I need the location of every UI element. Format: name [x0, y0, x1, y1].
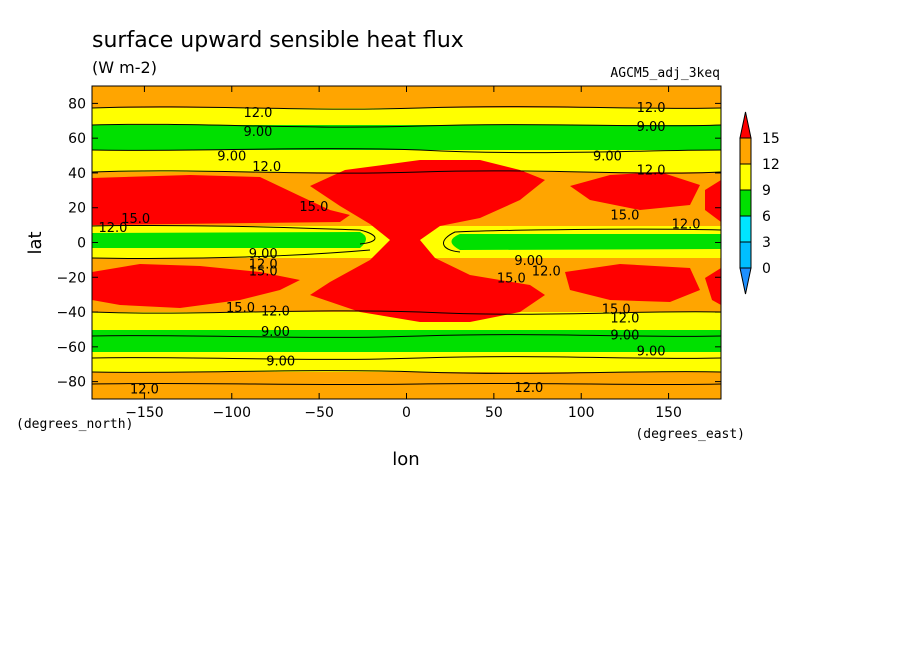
colorbar: 15 12 9 6 3 0 — [739, 111, 780, 295]
band-yellow-north-mid — [92, 150, 721, 172]
y-tick-label: 60 — [68, 131, 86, 147]
contour-label: 9.00 — [249, 247, 278, 262]
contour-line — [92, 356, 721, 360]
contour-line — [92, 123, 721, 128]
contour-label: 15.0 — [249, 264, 278, 279]
colorbar-label: 3 — [762, 235, 771, 251]
band-yellow-south-high — [92, 352, 721, 372]
red-central — [310, 160, 545, 322]
colorbar-swatch — [739, 163, 752, 191]
green-equator-west — [92, 232, 366, 248]
x-tick-label: −50 — [304, 405, 334, 421]
y-tick-label: −80 — [56, 375, 86, 391]
band-yellow-north-high — [92, 108, 721, 125]
colorbar-label: 12 — [762, 157, 780, 173]
colorbar-swatch — [739, 215, 752, 243]
y-tick-label: −20 — [56, 270, 86, 286]
x-axis-label: lon — [392, 449, 419, 470]
contour-label: 12.0 — [244, 106, 273, 121]
axes: −150 −100 −50 0 50 100 150 −80 −60 −40 −20 0 20 40 60 8… — [56, 86, 721, 421]
contour-label: 9.00 — [266, 355, 295, 370]
colorbar-label: 15 — [762, 131, 780, 147]
y-tick-label: 80 — [68, 96, 86, 112]
contour-line — [92, 334, 721, 338]
colorbar-label: 0 — [762, 261, 771, 277]
x-tick-label: 50 — [485, 405, 503, 421]
contour-label: 12.0 — [637, 163, 666, 178]
y-tick-label: −40 — [56, 305, 86, 321]
colorbar-swatch — [739, 137, 752, 165]
colorbar-label: 9 — [762, 183, 771, 199]
red-south-east — [565, 264, 700, 302]
contour-label: 9.00 — [261, 325, 290, 340]
contour-line — [92, 382, 721, 386]
x-axis-units: (degrees_east) — [635, 427, 745, 442]
contour-label: 15.0 — [121, 212, 150, 227]
contour-label: 12.0 — [249, 257, 278, 272]
x-tick-label: 0 — [402, 405, 411, 421]
red-south-west — [92, 264, 300, 308]
contour-line — [92, 224, 376, 245]
colorbar-extend-top — [739, 111, 752, 139]
x-tick-label: 150 — [655, 405, 682, 421]
contour-label: 12.0 — [610, 311, 639, 326]
x-tick-label: −150 — [125, 405, 163, 421]
contour-line — [443, 228, 721, 253]
red-north-west — [92, 175, 350, 225]
contour-line — [92, 249, 371, 260]
contour-label: 9.00 — [244, 125, 273, 140]
contour-label: 12.0 — [672, 217, 701, 232]
contour-lines — [92, 106, 721, 386]
contour-label: 12.0 — [532, 264, 561, 279]
contour-line — [92, 370, 721, 374]
colorbar-swatch — [739, 241, 752, 269]
red-north-edge — [705, 180, 721, 222]
contour-label: 15.0 — [497, 271, 526, 286]
green-equator-east — [451, 234, 721, 250]
y-tick-label: 40 — [68, 166, 86, 182]
colorbar-label: 6 — [762, 209, 771, 225]
contour-line — [92, 170, 721, 174]
contour-label: 15.0 — [602, 303, 631, 318]
y-tick-label: 0 — [77, 236, 86, 252]
contour-label: 9.00 — [514, 254, 543, 269]
contour-label: 15.0 — [226, 301, 255, 316]
contour-label: 12.0 — [261, 304, 290, 319]
y-tick-label: 20 — [68, 201, 86, 217]
contour-label: 12.0 — [252, 160, 281, 175]
contour-label: 12.0 — [98, 221, 127, 236]
red-north-east — [570, 172, 700, 210]
contour-label: 12.0 — [514, 381, 543, 396]
contour-line — [92, 106, 721, 110]
y-axis-label: lat — [25, 231, 46, 254]
x-tick-label: −100 — [213, 405, 251, 421]
colorbar-extend-bottom — [739, 267, 752, 295]
contour-label: 9.00 — [637, 120, 666, 135]
contour-label: 9.00 — [610, 329, 639, 344]
contour-line — [92, 310, 721, 315]
contour-label: 9.00 — [637, 344, 666, 359]
x-tick-label: 100 — [568, 405, 595, 421]
y-tick-label: −60 — [56, 340, 86, 356]
contour-label: 12.0 — [637, 101, 666, 116]
y-axis-units: (degrees_north) — [16, 417, 133, 432]
contour-line — [92, 148, 721, 154]
contour-label: 12.0 — [130, 383, 159, 398]
contour-label: 15.0 — [299, 200, 328, 215]
dataset-name: AGCM5_adj_3keq — [610, 66, 720, 81]
colorbar-swatch — [739, 189, 752, 217]
contour-label: 9.00 — [593, 150, 622, 165]
contour-label: 9.00 — [217, 150, 246, 165]
contour-label: 15.0 — [610, 209, 639, 224]
chart-title: surface upward sensible heat flux — [92, 28, 464, 53]
chart-units: (W m-2) — [92, 58, 157, 77]
